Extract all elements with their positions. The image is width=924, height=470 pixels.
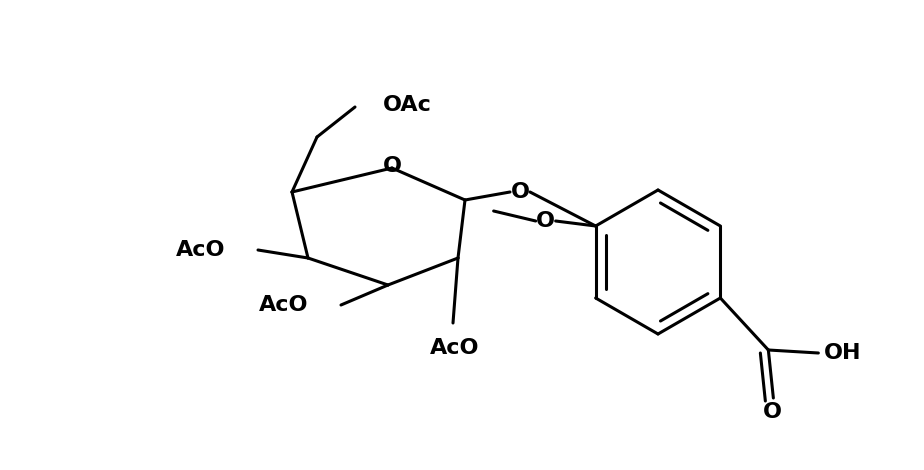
Text: AcO: AcO: [431, 338, 480, 358]
Text: OH: OH: [823, 343, 861, 363]
Text: O: O: [383, 156, 402, 176]
Text: OAc: OAc: [383, 95, 432, 115]
Text: O: O: [536, 211, 555, 231]
Text: O: O: [510, 182, 529, 202]
Text: AcO: AcO: [176, 240, 225, 260]
Text: AcO: AcO: [259, 295, 308, 315]
Text: O: O: [763, 402, 782, 422]
